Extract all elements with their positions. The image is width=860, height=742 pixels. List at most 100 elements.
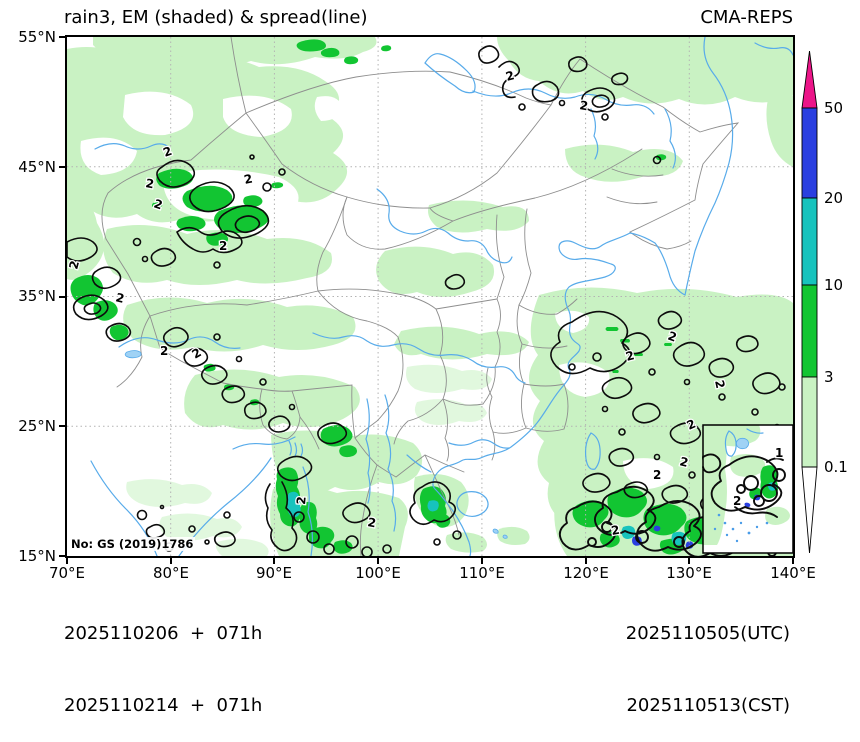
spread-contour-line	[558, 500, 617, 551]
lat-tick-label-45n: 45°N	[18, 158, 56, 176]
contour-label: 2	[653, 468, 661, 482]
run-time-line-utc: 2025110206 + 071h	[64, 623, 263, 644]
spread-contour-line	[601, 521, 613, 533]
spread-contour-line	[581, 87, 616, 113]
run-time-block: 2025110206 + 071h 2025110214 + 071h	[64, 574, 262, 742]
rain-shade-light-blob	[766, 92, 793, 167]
rivers-coastlines	[90, 36, 794, 557]
axis-tick	[688, 558, 690, 564]
spread-contour-line	[323, 543, 335, 555]
spread-contour-line	[669, 422, 702, 445]
spread-contour-line	[204, 539, 210, 545]
rain-shade-light-blob	[123, 297, 356, 352]
rain-shade-heavy-blob	[427, 500, 439, 512]
inset-coast-line	[735, 437, 750, 450]
river-coast-line	[448, 439, 510, 449]
rain-shade-medium-blob	[605, 327, 619, 331]
inset-contour-line	[736, 484, 746, 494]
colorbar-tick-0.1: 0.1	[824, 458, 848, 476]
lon-tick-label-90e: 90°E	[255, 564, 293, 582]
lon-tick-label-80e: 80°E	[152, 564, 190, 582]
spread-contour-line	[632, 402, 661, 424]
boundary-line	[491, 431, 496, 461]
inset-speckle	[713, 527, 717, 531]
inset-speckle	[725, 533, 729, 537]
boundary-line	[105, 238, 465, 478]
boundary-line	[317, 290, 399, 338]
boundary-line	[518, 298, 578, 315]
model-name-label: CMA-REPS	[700, 7, 793, 28]
rain-shade-light-blob	[376, 246, 495, 297]
spread-contour-line	[652, 155, 662, 165]
river-coast-line	[664, 108, 676, 169]
lon-tick-label-130e: 130°E	[666, 564, 712, 582]
colorbar-over-arrow	[801, 50, 818, 109]
contour-label: 2	[733, 494, 741, 508]
inset-contour-line	[753, 495, 765, 507]
spread-contour-line	[594, 485, 657, 536]
spread-contour-line	[306, 530, 320, 544]
inset-speckle	[755, 525, 759, 529]
rain-shade-medium-blob	[333, 540, 353, 554]
colorbar-segment-3-10	[801, 284, 818, 378]
spread-contour-line	[568, 56, 588, 73]
valid-time-block: 2025110505(UTC) 2025110513(CST)	[626, 574, 790, 742]
colorbar-segment-20-50	[801, 107, 818, 199]
rain-shade-light-blob	[159, 513, 242, 541]
spread-contour-line	[718, 393, 726, 401]
shading-gap	[123, 91, 194, 136]
page-title: rain3, EM (shaded) & spread(line)	[64, 7, 368, 28]
colorbar-tick-50: 50	[824, 99, 843, 117]
axis-tick	[59, 296, 65, 298]
colorbar-segment-0.1-3	[801, 376, 818, 468]
inset-speckle	[747, 531, 751, 535]
colorbar-under-arrow	[801, 466, 818, 554]
boundary-line	[317, 288, 437, 310]
boundary-line	[523, 383, 565, 387]
colorbar: 50 20 10 3 0.1	[801, 50, 848, 554]
boundary-line	[492, 427, 527, 434]
spread-contour-line	[518, 103, 526, 111]
lat-tick-label-55n: 55°N	[18, 28, 56, 46]
inset-contour-line	[734, 506, 778, 518]
contour-label: 2	[160, 344, 168, 358]
rain-shade-medium-blob	[320, 47, 340, 58]
rain-shade-extreme-blob	[653, 525, 661, 532]
river-coast-line	[376, 188, 513, 264]
axis-tick	[792, 558, 794, 564]
graticule	[67, 37, 793, 556]
inset-contour-line	[772, 468, 786, 482]
inset-speckle	[731, 527, 735, 531]
inset-coastlines	[724, 428, 764, 457]
spread-contour-line	[618, 428, 626, 436]
spread-contour-line	[342, 502, 371, 524]
rain-shade-medium-blob	[299, 501, 318, 534]
spread-contour-line	[234, 215, 261, 234]
spread-contour-line	[66, 237, 98, 262]
rain-shade-medium-blob	[344, 56, 359, 65]
spread-contour-line	[611, 72, 629, 86]
spread-contour-line	[278, 168, 286, 176]
contour-label: 2	[366, 515, 377, 530]
inset-shade-blob	[744, 502, 751, 508]
spread-contour-line	[778, 383, 786, 391]
boundary-line	[442, 398, 450, 462]
spread-contour-line	[382, 544, 392, 554]
river-coast-line	[384, 394, 397, 532]
spread-contour-line	[683, 378, 691, 386]
boundary-line	[611, 168, 664, 177]
river-coast-line	[590, 108, 599, 160]
boundary-line	[359, 464, 378, 557]
inset-speckles	[713, 513, 769, 543]
boundary-line	[245, 70, 552, 114]
lat-tick-label-15n: 15°N	[18, 547, 56, 565]
spread-contour-line	[83, 302, 102, 315]
spread-contour-line	[317, 422, 348, 445]
spread-contour-line	[672, 341, 706, 367]
axis-tick	[170, 558, 172, 564]
rain-shade-medium-blob	[339, 445, 357, 458]
boundary-line	[429, 148, 643, 222]
contour-label: 2	[578, 98, 589, 113]
inset-contour-labels: 2 1	[732, 445, 785, 510]
axis-tick	[59, 425, 65, 427]
